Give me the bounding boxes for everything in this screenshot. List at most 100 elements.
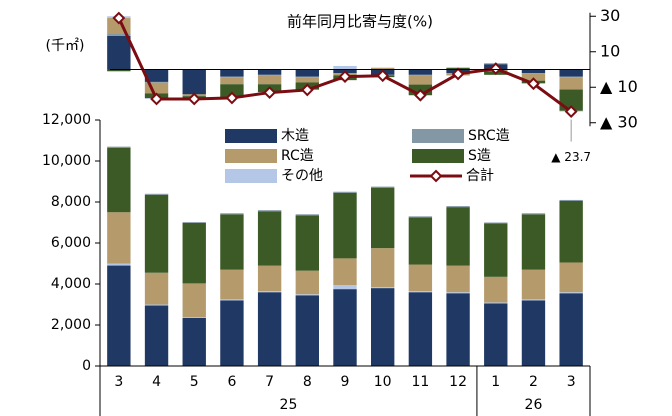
y-tick-label: 10 (600, 41, 620, 60)
line-marker (150, 92, 163, 106)
line-marker (376, 69, 390, 83)
bar-segment (257, 74, 282, 76)
y-tick-label: 6,000 (51, 235, 91, 251)
bar-segment (446, 292, 470, 294)
bar-segment (559, 199, 583, 201)
bar-segment (144, 194, 169, 273)
bar-segment (408, 264, 433, 292)
x-tick-label: 11 (411, 374, 429, 390)
bar-segment (295, 76, 319, 78)
bar-segment (144, 81, 169, 83)
bar-segment (559, 76, 583, 78)
bar-segment (521, 269, 546, 300)
bar-segment (446, 265, 470, 293)
legend-label: その他 (281, 168, 323, 184)
line-marker (187, 92, 201, 106)
bar-segment (371, 187, 395, 249)
y-tick-label: 30 (600, 6, 620, 25)
x-group-label: 25 (280, 397, 298, 413)
bar-segment (107, 147, 131, 213)
line-marker (338, 70, 352, 84)
bar-segment (484, 276, 508, 303)
line-marker (263, 86, 277, 99)
bar-segment (446, 207, 470, 266)
chart-title: 前年同月比寄与度(%) (287, 13, 433, 31)
legend-marker (429, 169, 443, 183)
bar-segment (333, 285, 357, 290)
bar-segment (257, 75, 282, 85)
bar-segment (559, 77, 583, 90)
bar-segment (371, 288, 395, 366)
x-tick-label: 3 (114, 374, 123, 390)
y-tick-label: 8,000 (51, 194, 91, 210)
bar-segment (220, 299, 244, 301)
bar-segment (521, 299, 546, 301)
bar-segment (371, 248, 395, 288)
bar-segment (521, 73, 546, 81)
bar-segment (182, 283, 206, 318)
bar-segment (295, 215, 319, 271)
x-tick-label: 7 (265, 374, 274, 390)
bar-segment (408, 217, 433, 265)
bar-segment (182, 222, 206, 284)
bar-segment (144, 82, 169, 94)
y-tick-label: 0 (82, 358, 91, 374)
y-tick-label: 10,000 (42, 153, 91, 169)
bar-segment (446, 293, 470, 366)
annotation: ▲ 23.7 (551, 150, 591, 164)
line-marker (413, 88, 427, 102)
bar-segment (257, 292, 282, 366)
line-marker (451, 67, 465, 81)
bar-segment (484, 303, 508, 366)
bar-segment (257, 210, 282, 212)
bar-segment (559, 69, 583, 77)
x-tick-label: 6 (227, 374, 236, 390)
line-marker (112, 11, 126, 25)
line-marker (564, 105, 578, 118)
bar-segment (333, 192, 357, 259)
x-tick-label: 8 (303, 374, 312, 390)
bar-segment (446, 206, 470, 208)
bar-segment (220, 213, 244, 215)
bar-segment (144, 305, 169, 366)
bar-segment (521, 69, 546, 74)
bar-segment (408, 69, 433, 75)
bar-segment (144, 193, 169, 195)
x-tick-label: 10 (374, 374, 392, 390)
legend-label: 合計 (466, 168, 494, 184)
x-tick-label: 12 (449, 374, 467, 390)
bar-segment (408, 292, 433, 366)
bar-segment (333, 65, 357, 70)
bar-segment (295, 214, 319, 216)
line-marker (300, 83, 314, 97)
bar-segment (182, 317, 206, 318)
bar-segment (257, 265, 282, 292)
legend-label: RC造 (281, 148, 314, 164)
bar-segment (295, 69, 319, 77)
legend-swatch (225, 169, 277, 183)
bar-segment (220, 269, 244, 300)
bar-segment (295, 270, 319, 295)
bar-segment (107, 69, 131, 72)
x-tick-label: 3 (567, 374, 576, 390)
bar-segment (182, 317, 206, 366)
x-tick-label: 4 (152, 374, 161, 390)
bar-segment (333, 289, 357, 366)
bar-segment (182, 222, 206, 223)
legend-swatch (225, 149, 277, 163)
y-tick-label: 2,000 (51, 317, 91, 333)
bar-segment (220, 77, 244, 85)
bar-segment (408, 216, 433, 218)
legend-swatch (412, 149, 464, 163)
bar-segment (220, 69, 244, 77)
y-tick-label: ▲ 30 (600, 112, 638, 131)
legend-label: SRC造 (468, 128, 510, 144)
line-marker (489, 62, 503, 76)
bar-segment (295, 295, 319, 366)
x-tick-label: 1 (491, 374, 500, 390)
bar-segment (295, 294, 319, 296)
line-marker (527, 77, 540, 91)
y-tick-label: 4,000 (51, 276, 91, 292)
bar-segment (521, 300, 546, 366)
